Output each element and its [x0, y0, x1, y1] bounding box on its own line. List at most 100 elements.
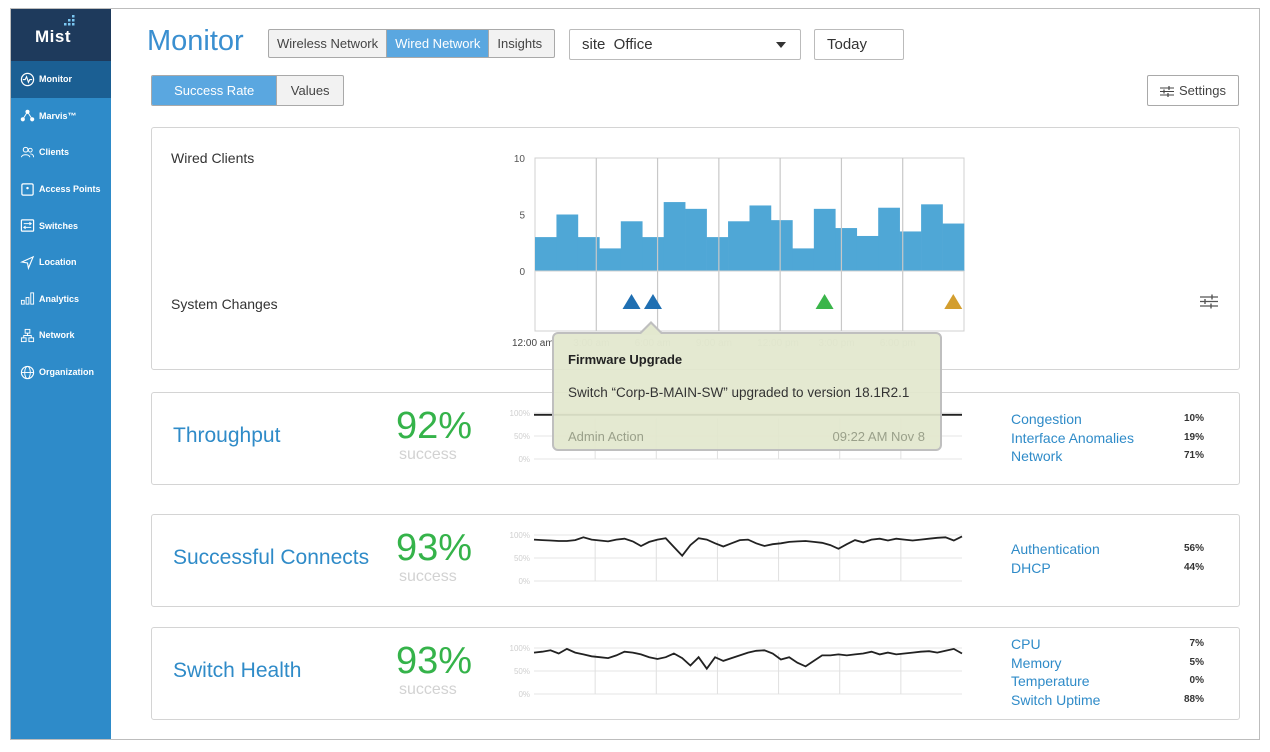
- chart-bar[interactable]: [556, 214, 579, 272]
- spark-tick-label: 0%: [518, 577, 530, 586]
- classifier-row[interactable]: Memory 5%: [1011, 655, 1204, 674]
- classifier-name[interactable]: Congestion: [1011, 411, 1082, 427]
- sidebar-item-location[interactable]: Location: [11, 244, 111, 281]
- chart-bar[interactable]: [856, 235, 879, 271]
- chart-bar[interactable]: [620, 221, 643, 271]
- chart-bar[interactable]: [663, 202, 686, 271]
- chart-bar[interactable]: [942, 223, 965, 271]
- chart-bar[interactable]: [599, 248, 622, 271]
- classifier-name[interactable]: CPU: [1011, 636, 1041, 652]
- chart-filter-icon[interactable]: [1200, 293, 1218, 314]
- system-change-marker[interactable]: [944, 294, 963, 309]
- sidebar-item-label: Access Points: [39, 184, 101, 195]
- tooltip-title: Firmware Upgrade: [568, 352, 683, 367]
- chart-bar[interactable]: [706, 237, 729, 271]
- date-select-value: Today: [827, 36, 868, 53]
- metric-name[interactable]: Switch Health: [173, 659, 302, 682]
- spark-tick-label: 100%: [510, 644, 530, 653]
- classifier-value: 56%: [1183, 543, 1204, 554]
- classifier-name[interactable]: Temperature: [1011, 673, 1090, 689]
- classifier-row[interactable]: Interface Anomalies 19%: [1011, 430, 1204, 449]
- brand-name: Mist: [35, 27, 71, 46]
- system-change-marker[interactable]: [643, 294, 662, 309]
- chart-bar[interactable]: [577, 237, 600, 271]
- successful-connects-card: Successful Connects 93% success 100% 50% 0…: [151, 514, 1240, 607]
- sidebar-item-network[interactable]: Network: [11, 317, 111, 354]
- settings-button[interactable]: Settings: [1147, 75, 1239, 106]
- classifier-name[interactable]: Switch Uptime: [1011, 691, 1101, 708]
- mode-tabs: Success Rate Values: [151, 75, 344, 106]
- classifier-row[interactable]: Temperature 0%: [1011, 673, 1204, 692]
- classifier-name[interactable]: DHCP: [1011, 559, 1051, 576]
- page-title: Monitor: [147, 25, 244, 57]
- network-icon: [19, 327, 35, 343]
- system-change-marker[interactable]: [815, 294, 834, 309]
- classifier-row[interactable]: Authentication 56%: [1011, 541, 1204, 560]
- sidebar-item-switches[interactable]: Switches: [11, 207, 111, 244]
- sidebar-item-clients[interactable]: Clients: [11, 134, 111, 171]
- wired-clients-card: Wired Clients System Changes 10 5 0 12:00 a…: [151, 127, 1240, 370]
- chart-bar[interactable]: [685, 208, 707, 271]
- chart-bar[interactable]: [728, 221, 750, 271]
- tab-values[interactable]: Values: [290, 83, 330, 98]
- tab-wired-network[interactable]: Wired Network: [387, 30, 490, 57]
- y-tick-label: 5: [519, 211, 525, 222]
- chart-bar[interactable]: [642, 237, 664, 271]
- sidebar-item-marvis[interactable]: Marvis™: [11, 98, 111, 135]
- site-select[interactable]: site Office: [569, 29, 801, 60]
- classifier-value: 5%: [1189, 656, 1204, 668]
- x-tick-label: 12:00 am: [512, 338, 554, 349]
- metric-sub: success: [399, 568, 457, 585]
- chart-bar[interactable]: [749, 205, 772, 271]
- classifier-name[interactable]: Memory: [1011, 654, 1062, 671]
- tab-insights[interactable]: Insights: [497, 36, 543, 51]
- sidebar-item-organization[interactable]: Organization: [11, 354, 111, 391]
- marvis-icon: [19, 108, 35, 124]
- tab-wireless-network[interactable]: Wireless Network: [269, 30, 388, 57]
- classifier-row[interactable]: CPU 7%: [1011, 636, 1204, 655]
- tooltip-timestamp: 09:22 AM Nov 8: [832, 429, 926, 444]
- chart-bar[interactable]: [878, 207, 900, 271]
- sidebar-item-label: Location: [39, 257, 77, 268]
- metric-name[interactable]: Throughput: [173, 424, 281, 447]
- spark-tick-label: 100%: [510, 409, 530, 418]
- chart-bar[interactable]: [770, 220, 793, 271]
- system-change-marker[interactable]: [622, 294, 641, 309]
- app-frame: Mist Monitor Marvis™ Clients Access Points S…: [10, 8, 1260, 740]
- classifier-row[interactable]: Switch Uptime 88%: [1011, 692, 1204, 711]
- sidebar-item-monitor[interactable]: Monitor: [11, 61, 111, 98]
- classifier-value: 7%: [1189, 638, 1204, 649]
- sidebar-item-label: Marvis™: [39, 110, 77, 121]
- date-select[interactable]: Today: [814, 29, 904, 60]
- sidebar-item-access-points[interactable]: Access Points: [11, 171, 111, 208]
- switch-health-card: Switch Health 93% success 100% 50% 0% CPU 7…: [151, 627, 1240, 720]
- tab-success-rate[interactable]: Success Rate: [152, 76, 278, 105]
- classifier-row[interactable]: Congestion 10%: [1011, 411, 1204, 430]
- pulse-icon: [19, 71, 35, 87]
- classifier-name[interactable]: Authentication: [1011, 541, 1100, 557]
- classifier-row[interactable]: DHCP 44%: [1011, 560, 1204, 579]
- settings-label: Settings: [1179, 83, 1226, 98]
- wired-clients-label: Wired Clients: [171, 150, 255, 166]
- globe-icon: [19, 364, 35, 380]
- chart-bar[interactable]: [792, 248, 815, 271]
- classifier-list: CPU 7% Memory 5% Temperature 0% Switch Uptime 8…: [1011, 636, 1204, 710]
- classifier-value: 19%: [1183, 431, 1204, 443]
- classifier-row[interactable]: Network 71%: [1011, 448, 1204, 467]
- chart-bar[interactable]: [813, 208, 836, 271]
- chart-bar[interactable]: [835, 228, 858, 271]
- chart-bar[interactable]: [921, 204, 943, 271]
- brand-logo[interactable]: Mist: [11, 9, 111, 61]
- location-icon: [19, 254, 35, 270]
- successful-connects-sparkline[interactable]: 100% 50% 0%: [492, 525, 972, 595]
- sparkline-series: [533, 647, 963, 671]
- sidebar-item-analytics[interactable]: Analytics: [11, 281, 111, 318]
- switch-health-sparkline[interactable]: 100% 50% 0%: [492, 638, 972, 708]
- metric-name[interactable]: Successful Connects: [173, 546, 370, 569]
- classifier-name[interactable]: Network: [1011, 448, 1063, 464]
- chart-bar[interactable]: [899, 231, 922, 271]
- chart-bar[interactable]: [535, 237, 557, 271]
- classifier-name[interactable]: Interface Anomalies: [1011, 429, 1134, 446]
- sliders-icon: [1160, 85, 1174, 97]
- metric-sub: success: [399, 446, 457, 463]
